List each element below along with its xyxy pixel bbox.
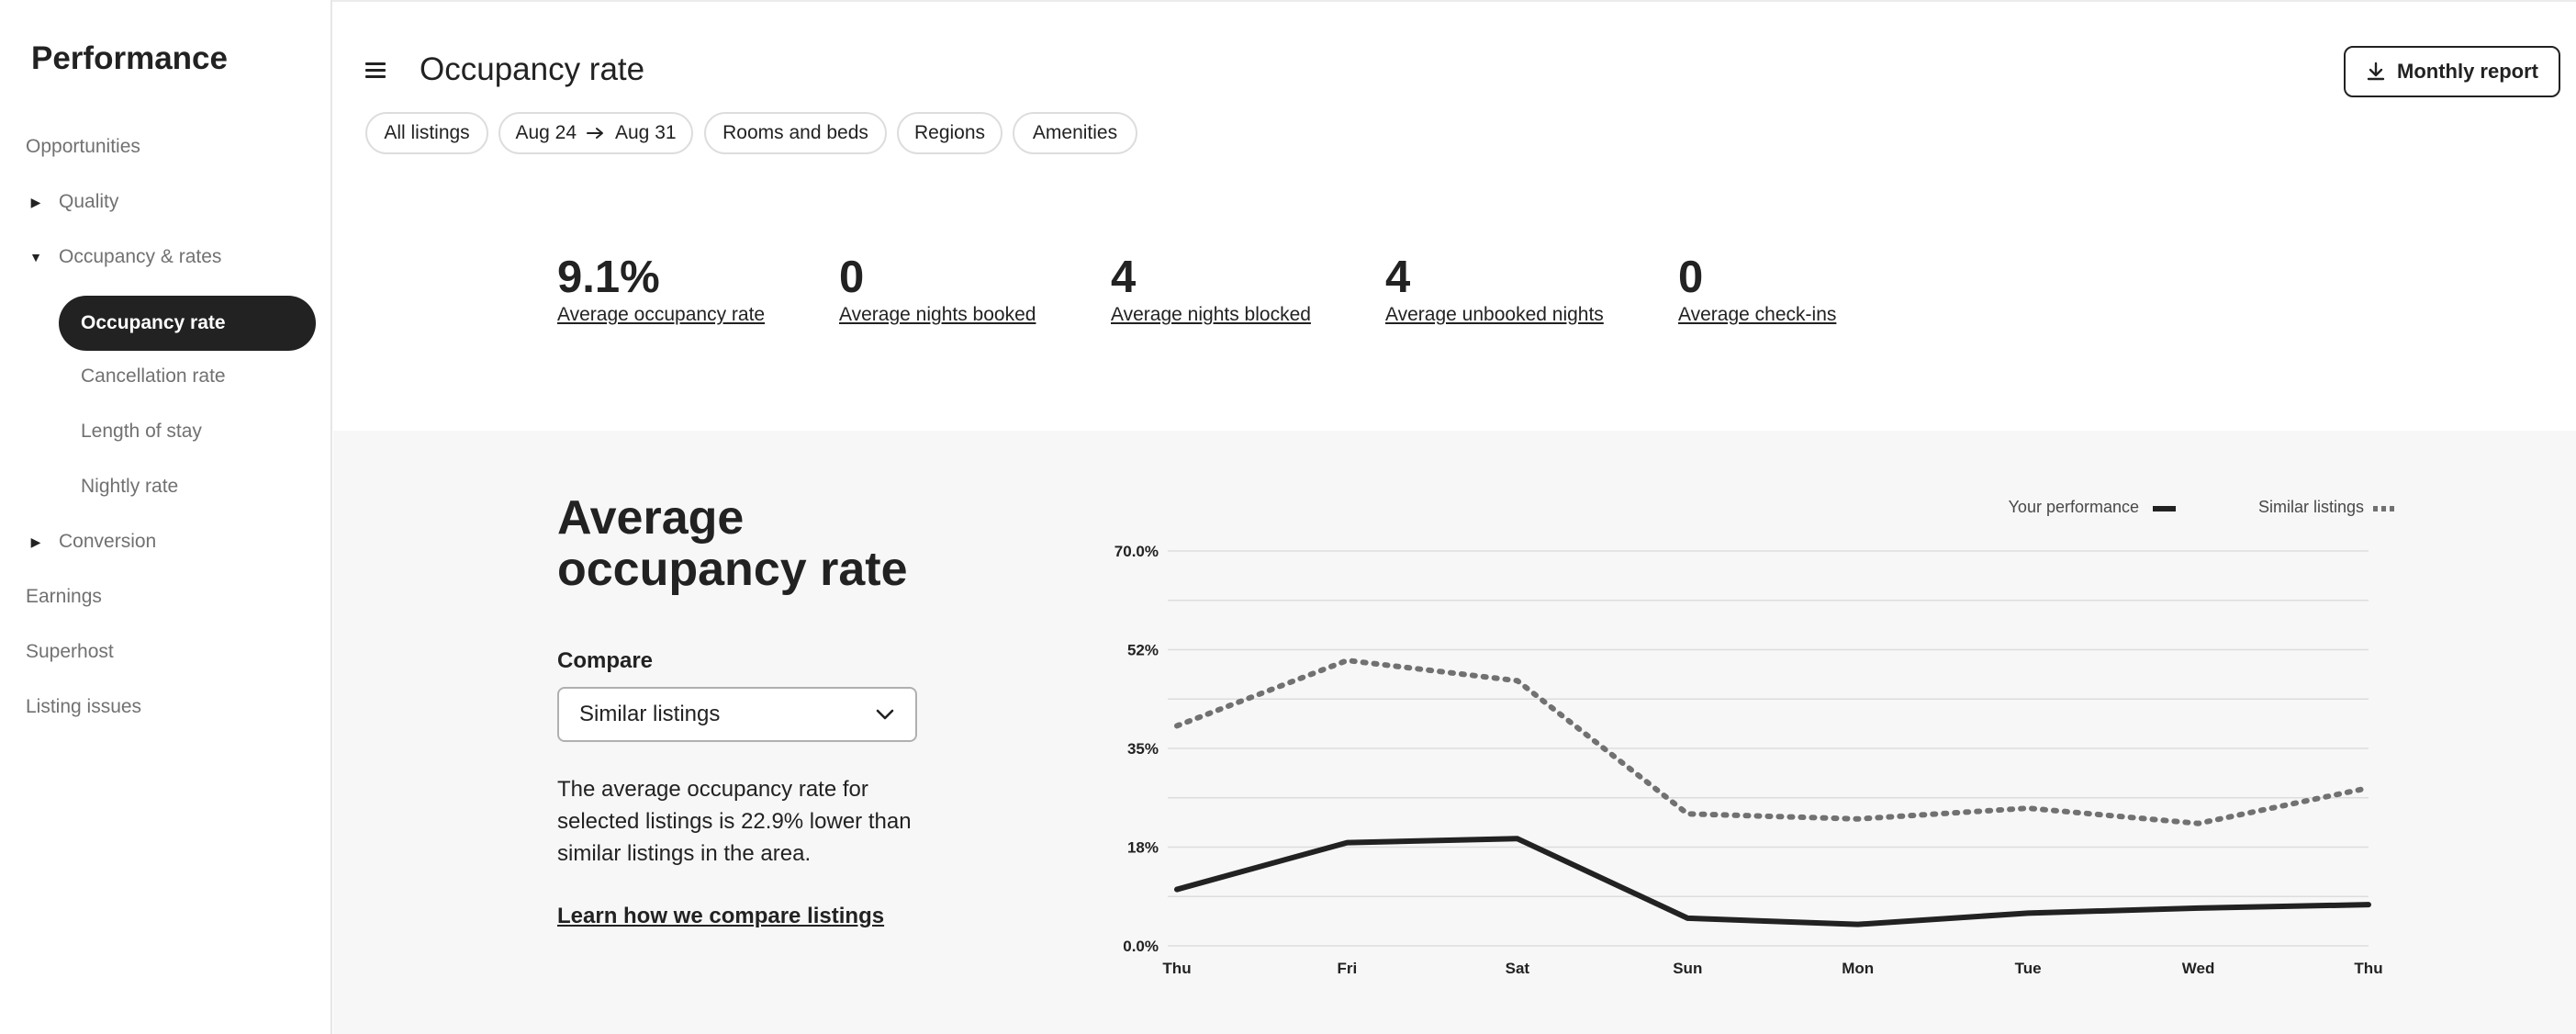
amenities-label: Amenities xyxy=(1032,122,1118,143)
sidebar-item-label: Conversion xyxy=(59,531,157,552)
arrow-right-icon xyxy=(587,128,603,139)
y-tick-label: 35% xyxy=(1127,740,1159,758)
sidebar-item-quality[interactable]: ▶ Quality xyxy=(26,191,119,213)
sidebar-item-label: Listing issues xyxy=(26,696,142,717)
y-tick-label: 18% xyxy=(1127,839,1159,857)
stat-label[interactable]: Average nights blocked xyxy=(1111,304,1311,325)
sidebar-item-superhost[interactable]: Superhost xyxy=(26,641,114,663)
all-listings-filter[interactable]: All listings xyxy=(365,112,488,154)
sidebar-item-label: Opportunities xyxy=(26,136,140,157)
sidebar-item-listing-issues[interactable]: Listing issues xyxy=(26,696,141,718)
chevron-down-icon xyxy=(876,709,894,720)
sidebar-item-occupancy-rate[interactable]: Occupancy rate xyxy=(59,296,316,351)
x-tick-label: Thu xyxy=(1162,960,1191,977)
stat-average-check-ins: 0 Average check-ins xyxy=(1678,255,1836,326)
date-range-filter[interactable]: Aug 24 Aug 31 xyxy=(498,112,693,154)
monthly-report-button[interactable]: Monthly report xyxy=(2344,46,2560,97)
stat-value: 4 xyxy=(1111,253,1137,302)
monthly-report-label: Monthly report xyxy=(2397,60,2538,83)
caret-down-icon: ▼ xyxy=(29,250,42,264)
rooms-and-beds-filter[interactable]: Rooms and beds xyxy=(704,112,887,154)
top-divider xyxy=(332,0,2576,2)
stat-average-occupancy-rate: 9.1% Average occupancy rate xyxy=(557,255,765,326)
stat-value: 9.1% xyxy=(557,253,660,302)
compare-select[interactable]: Similar listings xyxy=(557,687,917,742)
stat-value: 0 xyxy=(839,253,865,302)
series-line-your-performance xyxy=(1174,836,2371,927)
stat-label[interactable]: Average occupancy rate xyxy=(557,304,766,325)
stat-label[interactable]: Average nights booked xyxy=(839,304,1036,325)
sidebar-item-label: Superhost xyxy=(26,641,114,662)
learn-compare-link[interactable]: Learn how we compare listings xyxy=(557,904,885,928)
sidebar-item-earnings[interactable]: Earnings xyxy=(26,586,102,608)
sidebar-item-occupancy-rates[interactable]: ▼ Occupancy & rates xyxy=(26,246,221,268)
occupancy-line-chart: 70.0%52%35%18%0.0%Thu Fri Sat Sun Mon Tue Wed T… xyxy=(1114,498,2396,977)
all-listings-label: All listings xyxy=(384,122,470,143)
rooms-label: Rooms and beds xyxy=(722,122,868,143)
series-line-similar-listings xyxy=(1174,657,2371,826)
sidebar-item-length-of-stay[interactable]: Length of stay xyxy=(81,421,202,443)
sidebar-item-label: Occupancy & rates xyxy=(59,246,222,267)
stat-average-nights-booked: 0 Average nights booked xyxy=(839,255,1036,326)
section-title: Average occupancy rate xyxy=(557,491,908,596)
sidebar-item-label: Occupancy rate xyxy=(81,312,226,333)
legend-label-your-performance: Your performance xyxy=(2009,498,2139,516)
stat-value: 0 xyxy=(1678,253,1704,302)
x-tick-label: Mon xyxy=(1842,960,1874,977)
y-tick-label: 70.0% xyxy=(1114,543,1159,560)
sidebar-item-cancellation-rate[interactable]: Cancellation rate xyxy=(81,365,226,388)
stat-value: 4 xyxy=(1385,253,1411,302)
regions-label: Regions xyxy=(913,122,986,143)
sidebar-item-opportunities[interactable]: Opportunities xyxy=(26,136,140,158)
stat-average-unbooked-nights: 4 Average unbooked nights xyxy=(1385,255,1604,326)
caret-right-icon: ▶ xyxy=(30,534,41,549)
date-start: Aug 24 xyxy=(515,122,577,143)
regions-filter[interactable]: Regions xyxy=(897,112,1002,154)
comparison-description: The average occupancy rate for selected … xyxy=(557,777,912,866)
x-tick-label: Sat xyxy=(1506,960,1530,977)
compare-selected-value: Similar listings xyxy=(579,702,721,726)
amenities-filter[interactable]: Amenities xyxy=(1013,112,1137,154)
y-tick-label: 0.0% xyxy=(1123,938,1159,955)
stat-label[interactable]: Average check-ins xyxy=(1678,304,1837,325)
sidebar: Performance Opportunities ▶ Quality ▼ Oc… xyxy=(0,0,332,1034)
stat-average-nights-blocked: 4 Average nights blocked xyxy=(1111,255,1311,326)
y-tick-label: 52% xyxy=(1127,642,1159,659)
x-tick-label: Thu xyxy=(2354,960,2382,977)
x-tick-label: Wed xyxy=(2182,960,2215,977)
sidebar-item-label: Nightly rate xyxy=(81,476,179,497)
x-tick-label: Tue xyxy=(2015,960,2042,977)
download-icon xyxy=(2367,62,2385,81)
sidebar-item-label: Cancellation rate xyxy=(81,365,226,387)
sidebar-title: Performance xyxy=(31,40,228,76)
sidebar-item-label: Quality xyxy=(59,191,119,212)
compare-label: Compare xyxy=(557,648,654,673)
sidebar-item-conversion[interactable]: ▶ Conversion xyxy=(26,531,157,553)
x-tick-label: Fri xyxy=(1338,960,1358,977)
sidebar-item-nightly-rate[interactable]: Nightly rate xyxy=(81,476,178,498)
sidebar-item-label: Earnings xyxy=(26,586,102,607)
date-end: Aug 31 xyxy=(615,122,677,143)
page-title: Occupancy rate xyxy=(420,51,645,87)
caret-right-icon: ▶ xyxy=(30,194,41,209)
menu-icon[interactable] xyxy=(365,62,386,79)
x-tick-label: Sun xyxy=(1673,960,1702,977)
legend-label-similar-listings: Similar listings xyxy=(2258,498,2364,516)
stat-label[interactable]: Average unbooked nights xyxy=(1385,304,1604,325)
sidebar-item-label: Length of stay xyxy=(81,421,202,442)
